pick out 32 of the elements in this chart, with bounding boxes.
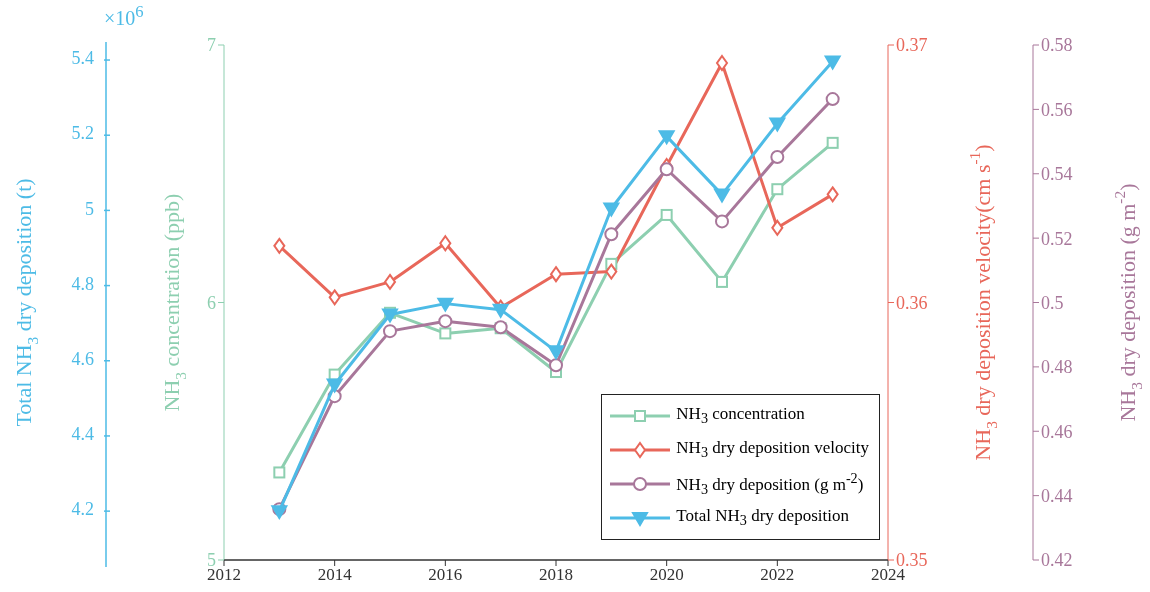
y-tick-label: 6 bbox=[207, 292, 216, 313]
y3-tick-label: 0.42 bbox=[1041, 550, 1073, 571]
legend-label: NH$_{3}$ dry deposition (g m$^{-2}$) bbox=[676, 469, 864, 499]
y2-tick-label: 0.36 bbox=[896, 292, 928, 313]
legend-label: NH$_{3}$ dry deposition velocity bbox=[676, 438, 869, 462]
y-tick-label: 4.8 bbox=[71, 273, 94, 294]
x-tick-label: 2024 bbox=[871, 565, 906, 585]
y3-tick-label: 0.44 bbox=[1041, 486, 1073, 507]
y3-tick-label: 0.52 bbox=[1041, 228, 1073, 249]
x-tick-label: 2022 bbox=[760, 565, 795, 585]
y3-tick-label: 0.56 bbox=[1041, 99, 1073, 120]
x-tick-label: 2016 bbox=[428, 565, 463, 585]
y3-tick-label: 0.46 bbox=[1041, 421, 1073, 442]
x-tick-label: 2014 bbox=[317, 565, 353, 585]
y-tick-label: 4.4 bbox=[71, 424, 94, 445]
y-tick-label: 5.4 bbox=[71, 48, 94, 69]
y2-tick-label: 0.37 bbox=[896, 35, 928, 56]
y-tick-label: 5.2 bbox=[71, 123, 94, 144]
x-tick-label: 2020 bbox=[649, 565, 684, 585]
y3-tick-label: 0.54 bbox=[1041, 164, 1073, 185]
y3-tick-label: 0.58 bbox=[1041, 35, 1073, 56]
y3-tick-label: 0.48 bbox=[1041, 357, 1073, 378]
y-tick-label: 5 bbox=[85, 198, 94, 219]
y-tick-label: 7 bbox=[207, 35, 216, 56]
y-tick-label: 4.2 bbox=[71, 499, 94, 520]
y-tick-label: 4.6 bbox=[71, 348, 94, 369]
legend-label: NH$_{3}$ concentration bbox=[676, 404, 805, 428]
legend-label: Total NH$_{3}$ dry deposition bbox=[676, 506, 849, 530]
x-tick-label: 2012 bbox=[207, 565, 241, 585]
x-tick-label: 2018 bbox=[539, 565, 573, 585]
y3-tick-label: 0.5 bbox=[1041, 292, 1064, 313]
text: ×10$^{6}$ bbox=[104, 2, 144, 30]
